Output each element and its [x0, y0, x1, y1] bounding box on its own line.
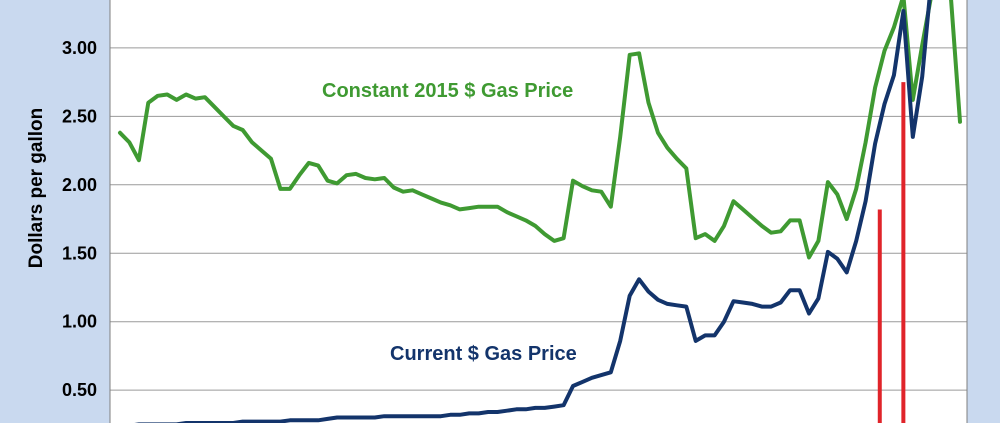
plot-border — [109, 0, 968, 423]
series-line-current — [134, 0, 932, 423]
series-line-constant — [118, 0, 962, 260]
series-label-current: Current $ Gas Price — [390, 343, 577, 365]
red-markers — [877, 82, 906, 423]
series-label-constant: Constant 2015 $ Gas Price — [322, 80, 573, 102]
y-tick-label: 0.50 — [62, 380, 97, 400]
y-axis-label: Dollars per gallon — [26, 108, 47, 268]
gridlines — [110, 47, 967, 391]
y-tick-label: 2.00 — [62, 175, 97, 195]
y-tick-label: 3.00 — [62, 38, 97, 58]
y-tick-label: 2.50 — [62, 106, 97, 126]
y-axis-ticks: 0.50 1.00 1.50 2.00 2.50 3.00 — [62, 38, 97, 400]
y-tick-label: 1.50 — [62, 243, 97, 263]
series-lines — [118, 0, 962, 423]
y-tick-label: 1.00 — [62, 312, 97, 332]
